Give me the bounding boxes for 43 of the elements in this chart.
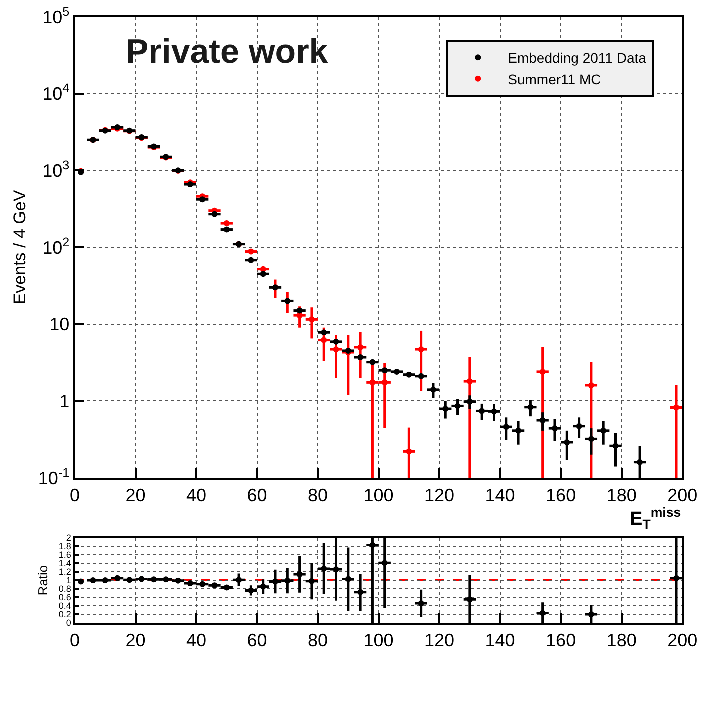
y-tick-label: 10$^{4}$ (42, 82, 70, 104)
x-tick-label: 180 (606, 630, 637, 650)
x-tick-label: 140 (485, 485, 516, 506)
x-tick-label: 160 (546, 630, 576, 650)
y-tick-label: 1 (60, 391, 70, 412)
x-tick-label: 20 (126, 630, 146, 650)
x-tick-label: 200 (668, 485, 698, 506)
x-tick-label: 80 (308, 485, 328, 506)
x-tick-label: 160 (546, 485, 576, 506)
y-tick-label: 1 (66, 576, 72, 586)
x-tick-label: 60 (247, 630, 268, 650)
y-tick-label: 10$^{5}$ (42, 4, 70, 28)
y-tick-label: 1.2 (58, 567, 72, 578)
y-axis-title: Ratio (35, 565, 50, 596)
y-tick-label: 0.4 (58, 601, 72, 612)
y-tick-label: 10$^{-1}$ (38, 466, 70, 488)
y-tick-label: 0.8 (58, 584, 72, 594)
x-tick-label: 100 (364, 485, 394, 506)
x-tick-label: 140 (485, 630, 516, 650)
x-tick-label: 200 (668, 630, 698, 650)
x-tick-label: 60 (247, 485, 268, 506)
legend-label: Embedding 2011 Data (508, 50, 647, 66)
x-tick-label: 120 (424, 485, 455, 506)
y-tick-label: 0.6 (58, 592, 72, 603)
x-tick-label: 40 (186, 485, 207, 506)
x-tick-label: 40 (186, 630, 207, 650)
y-tick-label: 10$^{2}$ (42, 235, 70, 258)
x-tick-label: 180 (606, 485, 637, 506)
y-tick-label: 1.6 (58, 550, 72, 560)
y-tick-label: 2 (66, 533, 72, 544)
annotation: Private work (126, 33, 328, 71)
x-tick-label: 120 (424, 630, 455, 650)
y-axis-title: Events / 4 GeV (10, 190, 30, 305)
x-tick-label: 80 (308, 630, 328, 650)
y-tick-label: 0 (66, 618, 72, 628)
legend-label: Summer11 MC (508, 71, 602, 88)
y-tick-label: 0.2 (58, 610, 72, 620)
y-tick-label: 1.4 (58, 558, 72, 569)
x-tick-label: 20 (126, 485, 146, 506)
y-tick-label: 1.8 (58, 542, 72, 552)
x-tick-label: 100 (364, 630, 394, 650)
y-tick-label: 10 (50, 314, 70, 335)
y-tick-label: 10$^{3}$ (42, 158, 70, 181)
